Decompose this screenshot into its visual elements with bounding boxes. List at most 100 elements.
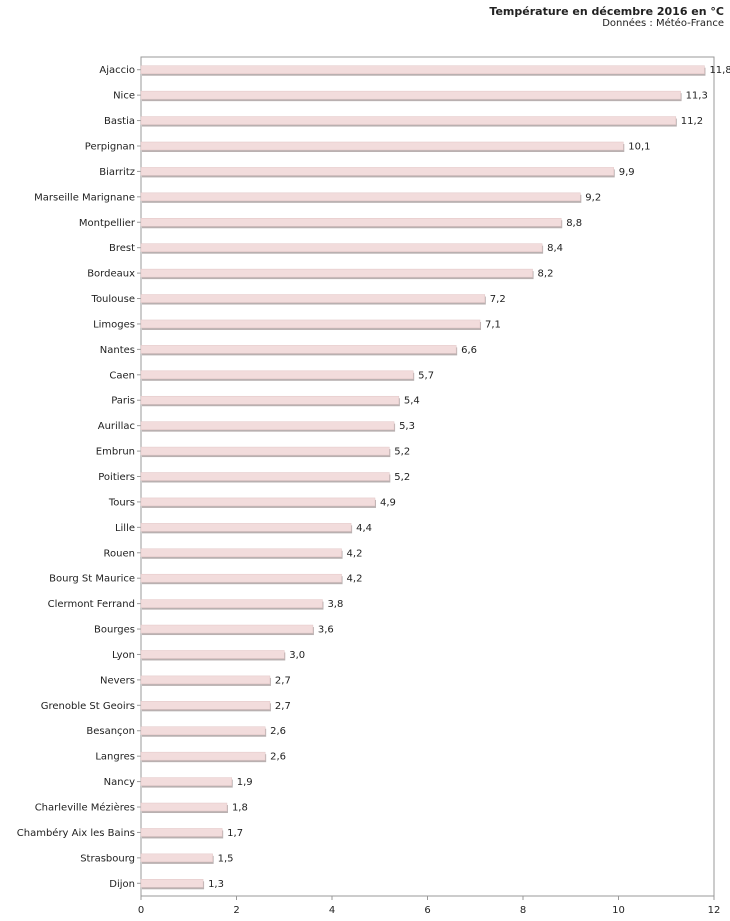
bar (140, 370, 414, 380)
value-label: 8,4 (547, 243, 563, 254)
bar (140, 802, 228, 812)
bar (140, 650, 285, 659)
value-label: 1,5 (218, 853, 234, 864)
x-tick-label: 4 (329, 905, 335, 916)
category-label: Toulouse (91, 294, 135, 305)
bar (140, 624, 314, 634)
x-tick-label: 10 (612, 905, 625, 916)
value-label: 2,6 (270, 752, 286, 763)
category-label: Caen (109, 370, 135, 381)
value-label: 2,7 (275, 701, 291, 712)
category-label: Aurillac (98, 421, 135, 432)
bar (140, 701, 271, 710)
chart-title: Température en décembre 2016 en °C (489, 5, 724, 18)
value-label: 5,2 (394, 472, 410, 483)
bar (140, 268, 533, 278)
value-label: 2,7 (275, 675, 291, 686)
category-label: Biarritz (99, 167, 135, 178)
category-label: Nice (113, 91, 135, 102)
bar (140, 879, 204, 888)
category-label: Chambéry Aix les Bains (17, 827, 135, 839)
category-label: Bourg St Maurice (49, 574, 135, 585)
category-label: Nantes (100, 345, 135, 356)
category-label: Embrun (96, 447, 135, 458)
bar (140, 243, 543, 252)
category-label: Rouen (104, 548, 135, 559)
bar (140, 548, 342, 558)
x-tick-label: 6 (424, 905, 430, 916)
value-label: 4,2 (347, 574, 363, 585)
value-label: 7,1 (485, 319, 501, 330)
value-label: 8,8 (566, 218, 582, 229)
value-label: 7,2 (490, 294, 506, 305)
bar (140, 523, 352, 532)
bar (140, 294, 486, 303)
category-label: Lyon (112, 650, 135, 661)
category-label: Brest (109, 243, 135, 254)
bar (140, 675, 271, 685)
value-label: 4,4 (356, 523, 372, 534)
category-label: Paris (111, 396, 135, 407)
bar (140, 853, 213, 863)
bar (140, 167, 614, 176)
bar (140, 472, 390, 481)
bar (140, 90, 681, 100)
bar (140, 751, 266, 761)
value-label: 4,9 (380, 497, 396, 508)
category-label: Tours (108, 497, 135, 508)
category-label: Besançon (86, 726, 135, 737)
category-label: Marseille Marignane (34, 192, 135, 203)
category-label: Perpignan (85, 141, 135, 152)
value-label: 9,2 (585, 192, 601, 203)
value-label: 5,7 (418, 370, 434, 381)
bar (140, 828, 223, 837)
value-label: 5,3 (399, 421, 415, 432)
category-label: Charleville Mézières (35, 802, 135, 814)
value-label: 6,6 (461, 345, 477, 356)
bar (140, 497, 376, 507)
x-tick-label: 8 (520, 905, 526, 916)
category-label: Nancy (104, 777, 135, 788)
bar (140, 446, 390, 456)
value-label: 1,7 (227, 828, 243, 839)
category-label: Strasbourg (80, 853, 135, 864)
value-label: 1,9 (237, 777, 253, 788)
category-label: Limoges (93, 319, 135, 330)
category-label: Clermont Ferrand (48, 599, 135, 610)
value-label: 9,9 (619, 167, 635, 178)
value-label: 4,2 (347, 548, 363, 559)
x-tick-label: 0 (138, 905, 144, 916)
bar (140, 116, 677, 125)
value-label: 3,8 (327, 599, 343, 610)
category-label: Langres (95, 752, 135, 763)
category-label: Lille (115, 523, 135, 534)
category-label: Montpellier (79, 218, 136, 229)
category-label: Bastia (104, 116, 135, 127)
category-label: Bordeaux (87, 269, 135, 280)
value-label: 11,3 (686, 91, 708, 102)
value-label: 5,2 (394, 447, 410, 458)
value-label: 3,6 (318, 625, 334, 636)
chart-subtitle: Données : Météo-France (602, 18, 724, 29)
category-label: Bourges (94, 625, 135, 636)
category-label: Ajaccio (99, 65, 135, 76)
value-label: 11,2 (681, 116, 703, 127)
bar (140, 319, 481, 329)
value-label: 11,8 (709, 65, 730, 76)
bar (140, 421, 395, 430)
value-label: 1,3 (208, 879, 224, 890)
value-label: 1,8 (232, 803, 248, 814)
bar (140, 599, 323, 608)
category-label: Grenoble St Geoirs (41, 701, 135, 712)
bar (140, 777, 232, 786)
value-label: 3,0 (289, 650, 305, 661)
bar (140, 192, 581, 202)
value-label: 8,2 (538, 269, 554, 280)
x-tick-label: 2 (233, 905, 239, 916)
value-label: 10,1 (628, 141, 650, 152)
bar (140, 65, 705, 74)
bar (140, 395, 400, 405)
bar (140, 218, 562, 227)
category-label: Dijon (109, 879, 135, 890)
